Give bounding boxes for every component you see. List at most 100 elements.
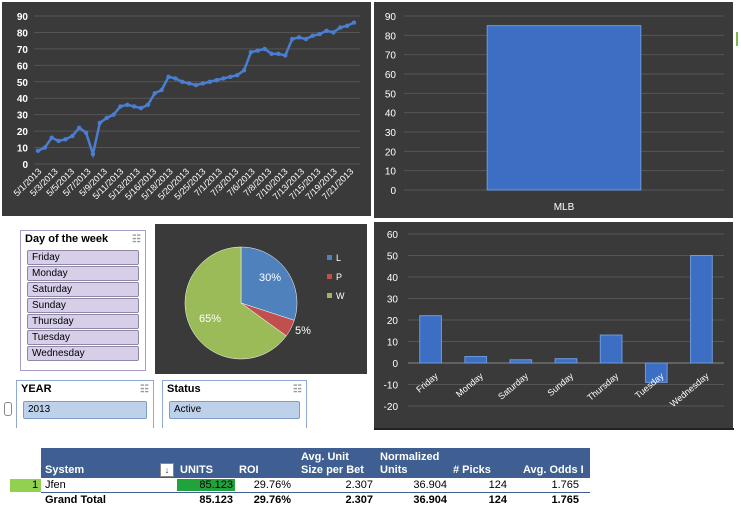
y-tick-label: 30: [17, 111, 29, 122]
clear-filter-icon[interactable]: ☷: [293, 383, 302, 395]
legend-swatch: [327, 293, 332, 298]
slicer-item-saturday[interactable]: Saturday: [27, 282, 139, 297]
y-tick-label: 90: [385, 12, 397, 23]
data-point: [262, 46, 267, 52]
data-point: [276, 51, 281, 57]
header-avg-odds: Avg. Odds I: [523, 464, 584, 476]
data-point: [152, 91, 157, 96]
slicer-item-thursday[interactable]: Thursday: [27, 314, 139, 329]
data-point: [49, 135, 54, 140]
y-tick-label: 80: [17, 28, 29, 39]
data-point: [248, 49, 254, 55]
data-point: [173, 76, 178, 81]
y-tick-label: 30: [385, 128, 397, 139]
data-point: [159, 87, 164, 93]
row-roi: 29.76%: [253, 479, 291, 491]
chart-bottom-rule: [374, 428, 734, 430]
sort-filter-icon[interactable]: ↓: [160, 463, 174, 477]
status-slicer[interactable]: Status ☷ Active: [162, 380, 307, 428]
header-normalized-line1: Normalized: [380, 451, 440, 463]
y-tick-label: 70: [17, 45, 29, 56]
clear-filter-icon[interactable]: ☷: [132, 233, 141, 245]
row-avg-unit: 2.307: [345, 479, 373, 491]
data-point: [310, 33, 315, 38]
grand-total-row: Grand Total 85.123 29.76% 2.307 36.904 1…: [41, 494, 590, 507]
y-tick-label: 80: [385, 31, 397, 42]
x-tick-label: Saturday: [496, 371, 530, 402]
data-point: [303, 36, 309, 42]
data-point: [35, 148, 41, 154]
slicer-item-monday[interactable]: Monday: [27, 266, 139, 281]
slicer-title: YEAR: [21, 383, 52, 395]
header-avg-unit-line1: Avg. Unit: [301, 451, 349, 463]
data-point: [97, 120, 103, 126]
total-avg-unit: 2.307: [345, 494, 373, 506]
data-point: [104, 115, 109, 121]
y-tick-label: 40: [387, 273, 399, 284]
data-point: [317, 31, 322, 37]
line-chart: 01020304050607080905/1/20135/3/20135/5/2…: [12, 12, 360, 202]
data-point: [111, 112, 116, 117]
header-normalized-line2: Units: [380, 464, 408, 476]
y-tick-label: 50: [387, 252, 399, 263]
table-row[interactable]: 1 Jfen 85.123 29.76% 2.307 36.904 124 1.…: [32, 479, 590, 492]
data-point: [180, 79, 185, 84]
y-tick-label: 30: [387, 295, 399, 306]
data-point: [200, 81, 206, 86]
slicer-item-wednesday[interactable]: Wednesday: [27, 346, 139, 361]
row-avg-odds: 1.765: [551, 479, 579, 491]
y-tick-label: 50: [17, 78, 29, 89]
data-point: [344, 23, 350, 29]
header-system: System: [45, 464, 85, 476]
row-system: Jfen: [45, 479, 66, 491]
pie-chart: 30% 5% 65% LPW: [184, 246, 345, 360]
y-tick-label: 0: [22, 160, 28, 171]
data-point: [42, 145, 48, 150]
y-tick-label: -20: [384, 402, 399, 413]
y-tick-label: 60: [385, 70, 397, 81]
slicer-item-active[interactable]: Active: [169, 401, 300, 419]
total-picks: 124: [488, 494, 507, 506]
slicer-header: Day of the week ☷: [21, 231, 145, 245]
clear-filter-icon[interactable]: ☷: [140, 383, 149, 395]
data-point: [324, 28, 329, 33]
data-point: [207, 79, 212, 84]
data-point: [241, 68, 247, 73]
scroll-handle[interactable]: [4, 402, 12, 416]
legend-swatch: [327, 255, 332, 260]
data-label: 65%: [199, 313, 221, 325]
y-tick-label: 10: [385, 167, 397, 178]
y-tick-label: 10: [387, 338, 399, 349]
data-point: [77, 125, 82, 131]
line-chart-panel: 0 10 20 30 40 50 60 70 80 90 5/1/2013 5/3/2013 5/5/2…: [2, 2, 371, 216]
row-marker: [10, 479, 41, 492]
data-point: [289, 36, 295, 42]
y-tick-label: 0: [392, 359, 398, 370]
total-avg-odds: 1.765: [551, 494, 579, 506]
slicer-item-tuesday[interactable]: Tuesday: [27, 330, 139, 345]
data-point: [118, 104, 123, 109]
slicer-item-friday[interactable]: Friday: [27, 250, 139, 265]
y-tick-label: -10: [384, 381, 399, 392]
data-point: [269, 51, 274, 57]
data-point: [283, 53, 288, 58]
slicer-item-sunday[interactable]: Sunday: [27, 298, 139, 313]
bar: [486, 25, 642, 191]
bar: [690, 255, 713, 364]
row-picks: 124: [488, 479, 507, 491]
x-tick-label: Friday: [414, 371, 440, 395]
pie-slice: [240, 246, 298, 321]
data-point: [56, 138, 61, 144]
day-of-week-slicer[interactable]: Day of the week ☷ Friday Monday Saturday…: [20, 230, 146, 371]
header-picks: # Picks: [453, 464, 491, 476]
data-point: [255, 48, 261, 53]
y-tick-label: 90: [17, 12, 29, 23]
total-top-border: [41, 492, 590, 493]
row-normalized: 36.904: [413, 479, 447, 491]
x-tick-label: Wednesday: [668, 371, 711, 409]
slicer-item-2013[interactable]: 2013: [23, 401, 147, 419]
day-bar-chart-panel: -20 -10 0 10 20 30 40 50 60 Friday Monday Saturday S…: [374, 222, 733, 428]
y-tick-label: 20: [385, 147, 397, 158]
year-slicer[interactable]: YEAR ☷ 2013: [16, 380, 154, 428]
